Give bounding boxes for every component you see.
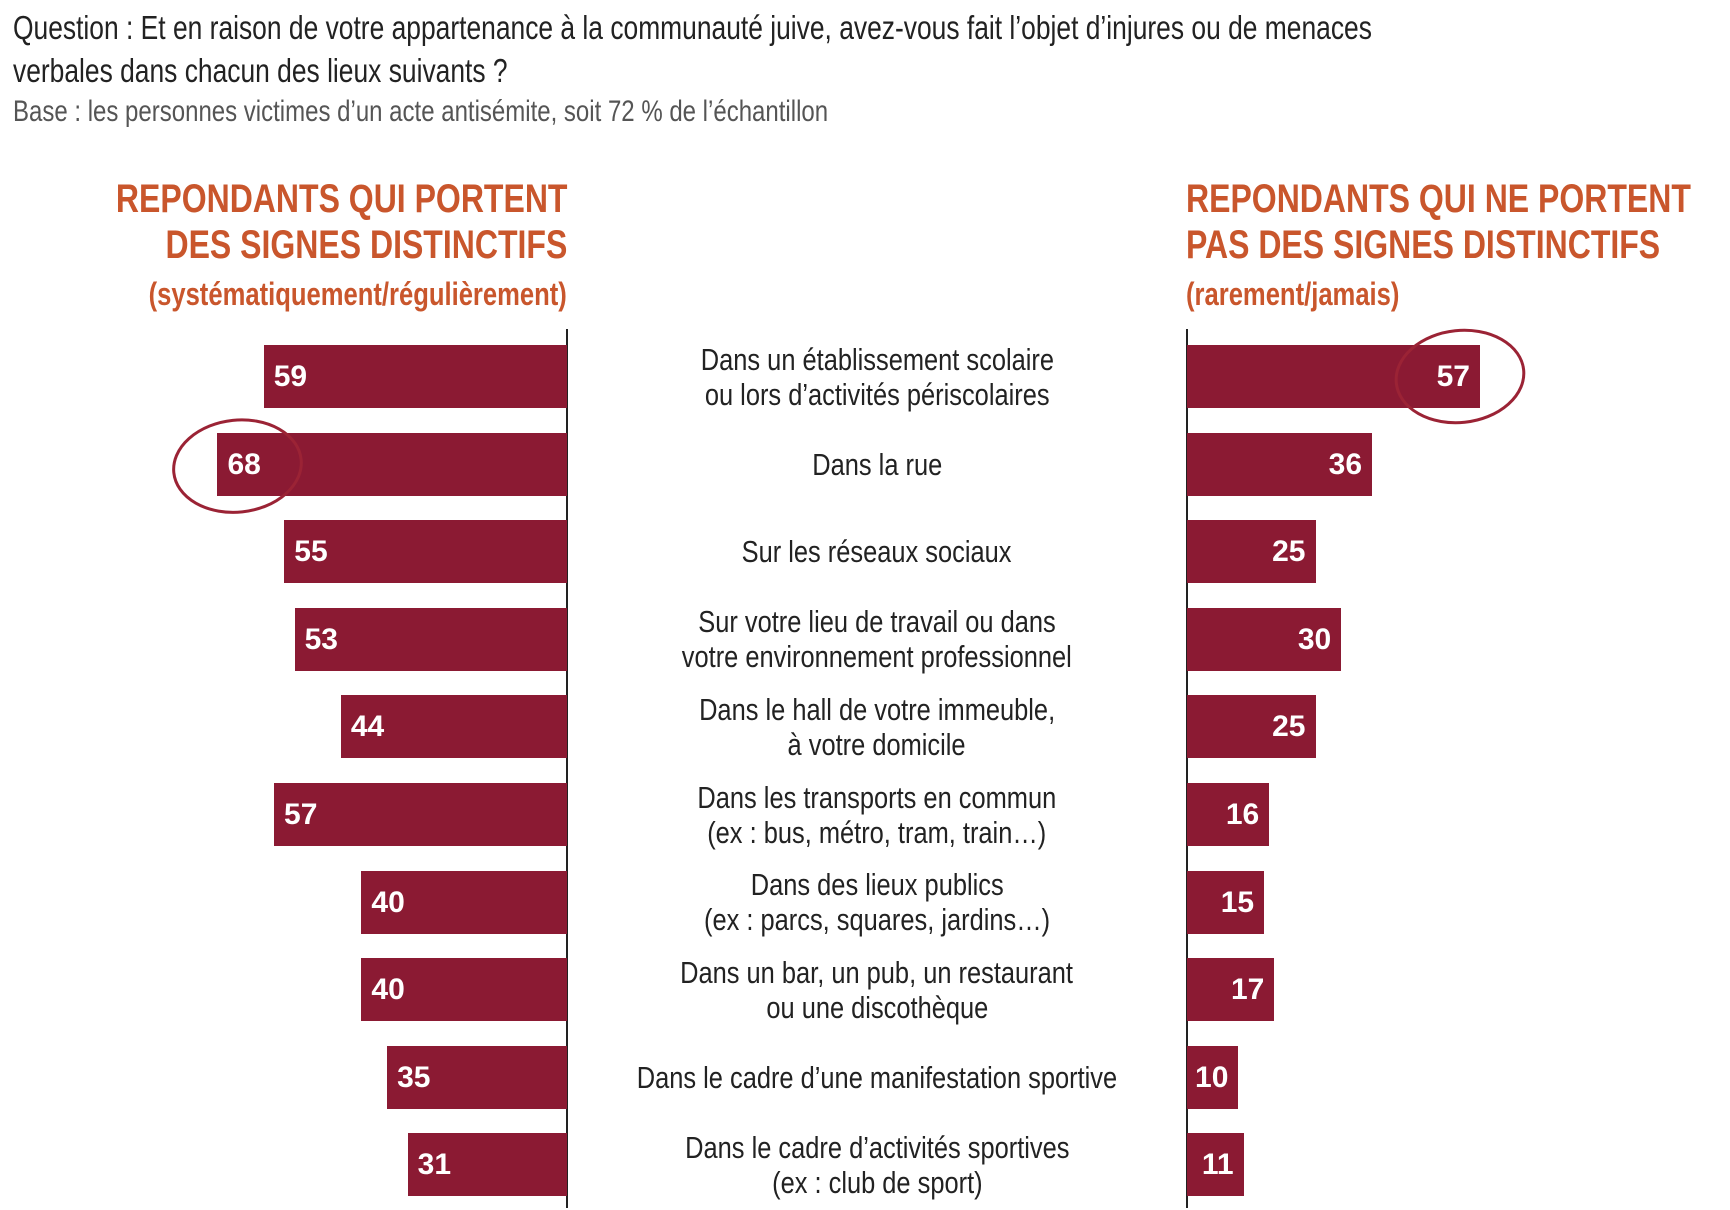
category-label-line: Dans la rue — [812, 446, 942, 482]
right-bar: 10 — [1187, 1045, 1239, 1109]
question-title: Question : Et en raison de votre apparte… — [13, 6, 1712, 92]
category-label: Dans le cadre d’activités sportives (ex :… — [577, 1130, 1177, 1200]
category-label-line: ou une discothèque — [766, 989, 988, 1025]
left-bar-value: 40 — [371, 973, 405, 1007]
right-subheading: (rarement/jamais) — [1186, 276, 1400, 312]
right-bar-value: 57 — [1436, 360, 1470, 393]
left-bar-value: 55 — [294, 535, 328, 569]
right-bar-value: 10 — [1195, 1060, 1229, 1094]
category-label-line: Dans un bar, un pub, un restaurant — [680, 954, 1074, 990]
right-bar: 25 — [1187, 695, 1316, 759]
category-label-line: (ex : bus, métro, tram, train…) — [707, 814, 1047, 850]
category-label-line: Dans des lieux publics — [750, 867, 1004, 903]
right-bar-value: 25 — [1272, 535, 1306, 569]
title-line-1: Question : Et en raison de votre apparte… — [13, 9, 1372, 46]
left-heading-line-1: REPONDANTS QUI PORTENT — [115, 177, 567, 221]
right-bar-value: 11 — [1201, 1148, 1234, 1182]
left-bar: 55 — [284, 520, 567, 584]
left-bar: 44 — [340, 695, 567, 759]
right-bar-value: 16 — [1225, 798, 1260, 831]
category-label-line: Sur les réseaux sociaux — [742, 534, 1012, 570]
left-bar-value: 31 — [417, 1148, 452, 1182]
right-bar-value: 15 — [1220, 885, 1255, 919]
category-label: Dans des lieux publics (ex : parcs, squar… — [577, 867, 1177, 937]
right-bar: 17 — [1187, 958, 1275, 1022]
left-heading-line-2: DES SIGNES DISTINCTIFS — [165, 223, 567, 267]
right-bar-value: 30 — [1297, 622, 1332, 656]
category-label-line: Sur votre lieu de travail ou dans — [698, 604, 1056, 640]
left-bar-value: 44 — [350, 710, 385, 744]
category-label: Sur votre lieu de travail ou dans votre e… — [577, 604, 1177, 674]
category-label-line: à votre domicile — [787, 726, 967, 762]
left-bar: 31 — [407, 1133, 567, 1197]
category-label-line: Dans un établissement scolaire — [700, 341, 1054, 377]
category-label-line: (ex : parcs, squares, jardins…) — [703, 902, 1051, 938]
left-bar: 68 — [217, 432, 567, 496]
category-label: Dans un établissement scolaire ou lors d’… — [577, 342, 1177, 412]
left-bar: 53 — [294, 607, 567, 671]
category-label-line: votre environnement professionnel — [681, 639, 1073, 675]
right-bar: 30 — [1187, 607, 1342, 671]
right-bar: 15 — [1187, 870, 1265, 934]
left-bar: 40 — [361, 870, 567, 934]
right-bar: 16 — [1187, 783, 1270, 846]
right-bar: 36 — [1187, 432, 1373, 496]
right-bar: 11 — [1187, 1133, 1244, 1197]
right-bar: 25 — [1187, 520, 1316, 584]
right-bar-value: 25 — [1272, 710, 1306, 744]
right-heading-line-1: REPONDANTS QUI NE PORTENT — [1186, 177, 1691, 221]
left-bar: 57 — [274, 783, 567, 846]
category-label: Dans la rue — [577, 447, 1177, 482]
category-label-line: Dans le cadre d’une manifestation sporti… — [636, 1059, 1118, 1095]
left-axis-line — [566, 329, 568, 1208]
category-label: Dans les transports en commun (ex : bus, … — [577, 780, 1177, 850]
right-bar: 57 — [1187, 345, 1480, 408]
category-label: Dans le hall de votre immeuble, à votre d… — [577, 692, 1177, 762]
category-label: Dans le cadre d’une manifestation sporti… — [577, 1060, 1177, 1095]
category-label: Dans un bar, un pub, un restaurant ou une… — [577, 955, 1177, 1025]
category-label-line: Dans le cadre d’activités sportives — [684, 1129, 1070, 1165]
category-label-line: (ex : club de sport) — [771, 1164, 983, 1200]
left-bar: 35 — [387, 1045, 567, 1109]
left-bar-value: 68 — [227, 447, 261, 481]
category-label: Sur les réseaux sociaux — [577, 534, 1177, 569]
right-bar-value: 17 — [1231, 973, 1265, 1007]
right-heading-line-2: PAS DES SIGNES DISTINCTIFS — [1186, 223, 1661, 267]
left-bar-value: 35 — [397, 1060, 431, 1094]
category-label-line: Dans le hall de votre immeuble, — [698, 691, 1056, 727]
left-bar: 40 — [361, 958, 567, 1022]
left-bar-value: 40 — [371, 885, 405, 919]
left-bar-value: 57 — [284, 798, 318, 831]
left-bar: 59 — [263, 345, 567, 408]
left-bar-value: 53 — [304, 622, 338, 656]
base-subtitle: Base : les personnes victimes d’un acte … — [13, 95, 829, 128]
left-bar-value: 59 — [273, 360, 308, 393]
left-subheading: (systématiquement/régulièrement) — [148, 276, 567, 312]
right-bar-value: 36 — [1328, 447, 1363, 481]
right-series-heading: REPONDANTS QUI NE PORTENT PAS DES SIGNES… — [1186, 176, 1730, 314]
right-axis-line — [1186, 329, 1188, 1208]
title-line-2: verbales dans chacun des lieux suivants … — [13, 52, 508, 89]
category-label-line: Dans les transports en commun — [697, 779, 1057, 815]
category-label-line: ou lors d’activités périscolaires — [704, 376, 1050, 412]
left-series-heading: REPONDANTS QUI PORTENT DES SIGNES DISTIN… — [3, 176, 567, 314]
